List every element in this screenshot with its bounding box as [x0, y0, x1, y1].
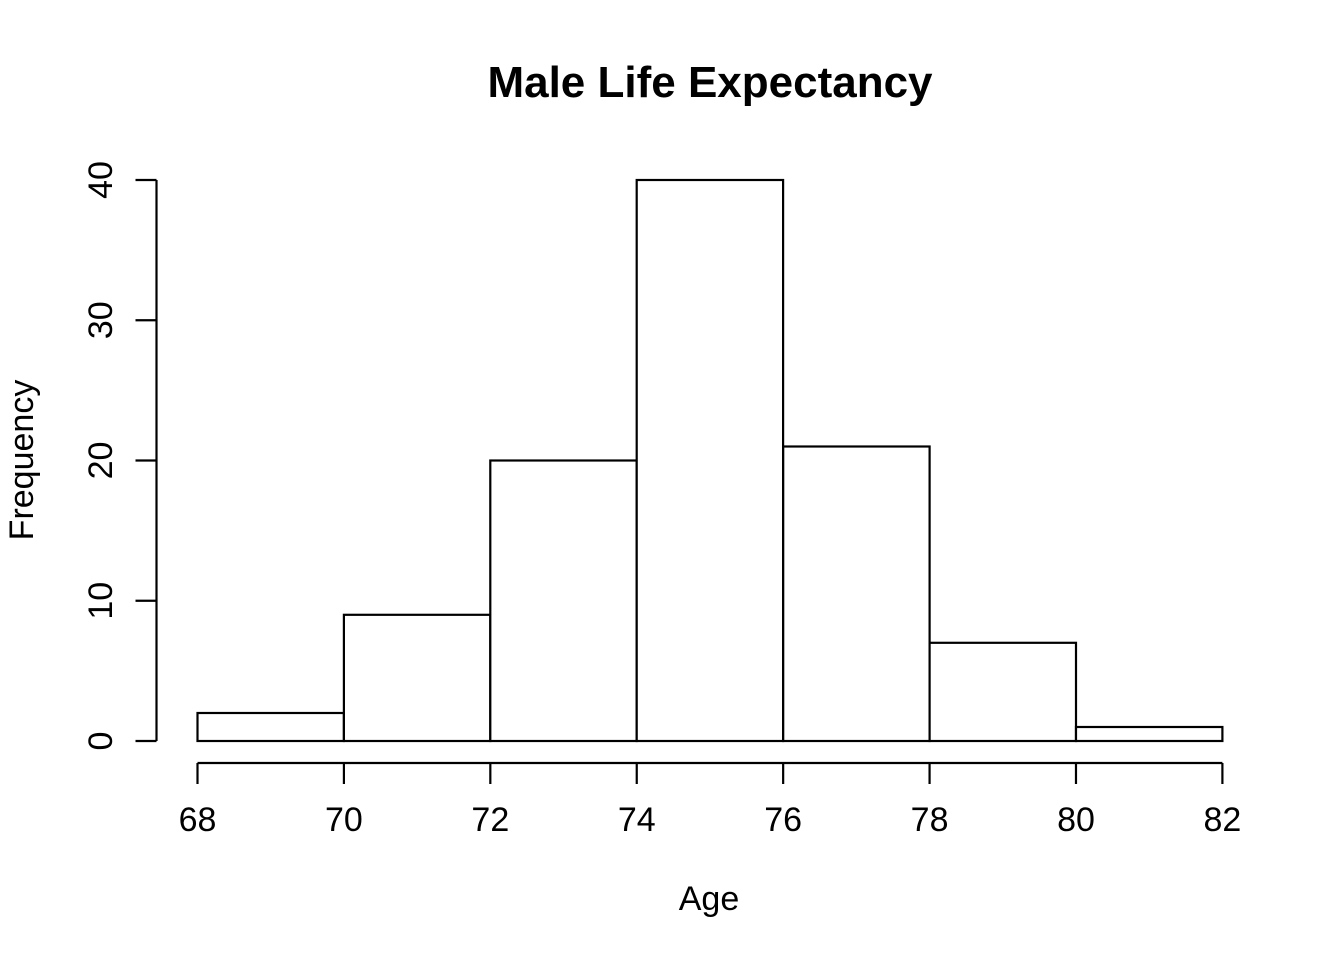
x-tick-label: 68: [179, 801, 217, 839]
y-tick-label: 30: [82, 301, 120, 339]
chart-title: Male Life Expectancy: [487, 58, 933, 107]
x-tick-label: 72: [471, 801, 509, 839]
bars-group: [196, 178, 1224, 743]
y-tick-label: 10: [82, 582, 120, 620]
histogram-bar: [1074, 725, 1224, 743]
x-tick-label: 78: [911, 801, 949, 839]
histogram-bar: [196, 711, 345, 743]
x-tick-label: 76: [764, 801, 802, 839]
histogram-bar: [928, 641, 1078, 743]
histogram-bar: [782, 445, 931, 743]
histogram-bar: [342, 613, 492, 743]
x-tick-label: 82: [1203, 801, 1241, 839]
y-tick-label: 20: [82, 442, 120, 480]
x-tick-label: 80: [1057, 801, 1095, 839]
y-axis-label: Frequency: [3, 380, 41, 541]
y-tick-label: 0: [82, 732, 120, 751]
x-tick-label: 74: [618, 801, 656, 839]
x-axis: 68 70 72 74 76 78 80 82: [179, 761, 1241, 839]
histogram-bar: [635, 178, 785, 743]
x-tick-label: 70: [325, 801, 363, 839]
y-tick-label: 40: [82, 161, 120, 199]
histogram-bar: [489, 459, 638, 743]
y-axis: 0 10 20 30 40: [82, 161, 158, 751]
x-axis-label: Age: [679, 880, 740, 918]
